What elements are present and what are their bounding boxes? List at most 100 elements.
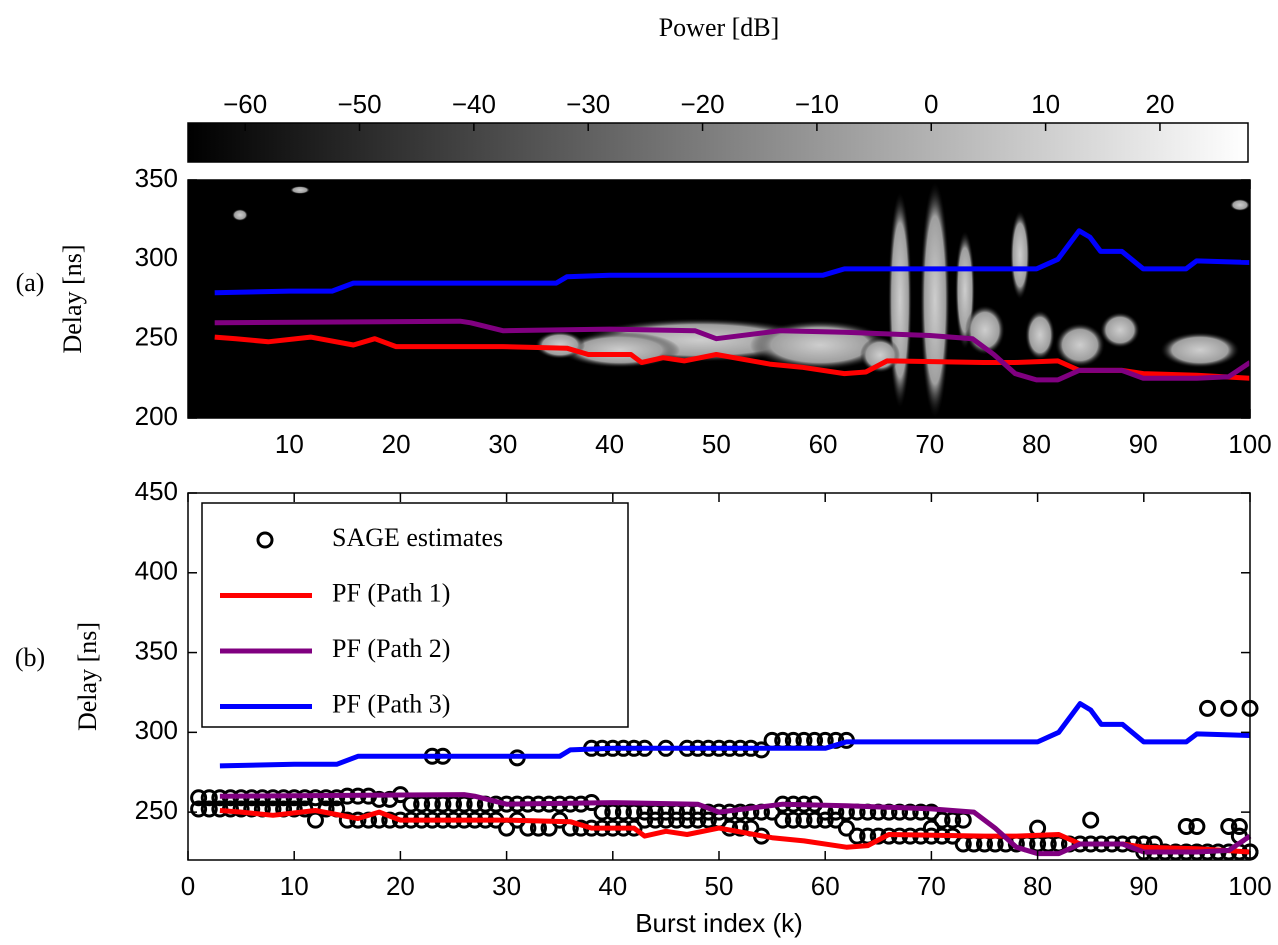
heatmap-blob: [1025, 310, 1055, 360]
data-point: [891, 803, 909, 821]
heatmap-blob: [290, 186, 310, 194]
data-point: [190, 800, 208, 818]
panel-label: (b): [15, 643, 45, 672]
series-layer: [190, 699, 1259, 861]
legend-label: PF (Path 2): [332, 634, 450, 663]
data-point: [699, 811, 717, 829]
x-tick-label: 100: [1228, 429, 1271, 459]
x-tick-label: 30: [488, 429, 517, 459]
data-point: [455, 795, 473, 813]
x-tick-label: 90: [1129, 429, 1158, 459]
colorbar: [187, 122, 1249, 163]
data-point: [306, 811, 324, 829]
data-point: [200, 800, 218, 818]
x-tick-label: 40: [598, 871, 627, 901]
data-point: [806, 811, 824, 829]
heatmap-texture: [232, 180, 1250, 418]
colorbar-tick-label: −40: [452, 89, 496, 119]
x-tick-label: 50: [702, 429, 731, 459]
heatmap-blob: [535, 331, 585, 359]
data-point: [200, 789, 218, 807]
data-line: [219, 701, 1251, 769]
y-tick-label: 300: [135, 715, 178, 745]
x-tick-label: 20: [386, 871, 415, 901]
data-point: [912, 803, 930, 821]
data-line: [214, 318, 1250, 383]
data-point: [827, 811, 845, 829]
data-point: [689, 811, 707, 829]
x-tick-label: 50: [705, 871, 734, 901]
data-point: [1177, 817, 1195, 835]
colorbar-label: Power [dB]: [659, 13, 780, 42]
data-point: [922, 803, 940, 821]
data-point: [636, 811, 654, 829]
heatmap-blob: [1055, 323, 1105, 367]
x-tick-label: 80: [1023, 871, 1052, 901]
legend: SAGE estimates PF (Path 1) PF (Path 2) PF (…: [201, 502, 629, 728]
heatmap-blob: [1230, 199, 1250, 211]
data-point: [646, 811, 664, 829]
data-point: [1199, 699, 1217, 717]
colorbar-tick-label: 20: [1145, 89, 1174, 119]
data-line: [214, 334, 1250, 381]
x-tick-label: 90: [1129, 871, 1158, 901]
data-point: [1220, 817, 1238, 835]
panel: 0 10 20 30 40 50 60 70 80 90 100 250 300 350 400 450 Del…: [15, 476, 1272, 938]
colorbar-tick-label: −10: [795, 89, 839, 119]
x-tick-label: 30: [492, 871, 521, 901]
data-point: [742, 803, 760, 821]
data-point: [285, 800, 303, 818]
y-tick-label: 200: [135, 401, 178, 431]
x-tick-label: 60: [811, 871, 840, 901]
x-tick-label: 70: [917, 871, 946, 901]
x-tick-label: 70: [915, 429, 944, 459]
data-point: [370, 790, 388, 808]
series-layer: [214, 228, 1250, 383]
data-point: [1188, 817, 1206, 835]
x-tick-label: 20: [382, 429, 411, 459]
plot-frame: [187, 179, 1251, 419]
colorbar-tick-label: 10: [1031, 89, 1060, 119]
plot-area: [188, 180, 1250, 418]
data-point: [901, 803, 919, 821]
x-tick-label: 40: [595, 429, 624, 459]
x-tick-label: 100: [1228, 871, 1271, 901]
data-point: [604, 803, 622, 821]
data-point: [1082, 811, 1100, 829]
data-point: [657, 811, 675, 829]
y-tick-label: 250: [135, 795, 178, 825]
data-line: [214, 228, 1250, 296]
heatmap-blob: [888, 190, 912, 410]
data-point: [795, 811, 813, 829]
data-point: [243, 800, 261, 818]
data-point: [774, 811, 792, 829]
colorbar-tick-label: −60: [223, 89, 267, 119]
colorbar-tick-label: −50: [337, 89, 381, 119]
heatmap-blob: [860, 337, 900, 373]
heatmap-blob: [920, 180, 950, 418]
y-axis-label: Delay [ns]: [73, 622, 102, 731]
colorbar-tick-label: 0: [924, 89, 938, 119]
data-point: [349, 811, 367, 829]
data-point: [837, 819, 855, 837]
y-tick-label: 400: [135, 556, 178, 586]
data-point: [232, 800, 250, 818]
y-axis-label: Delay [ns]: [58, 244, 87, 353]
data-point: [784, 811, 802, 829]
x-tick-label: 10: [275, 429, 304, 459]
data-point: [1230, 817, 1248, 835]
colorbar-tick-label: −20: [681, 89, 725, 119]
x-tick-label: 10: [280, 871, 309, 901]
x-tick-label: 0: [181, 871, 195, 901]
y-tick-label: 350: [135, 635, 178, 665]
y-tick-label: 450: [135, 476, 178, 506]
y-tick-label: 250: [135, 322, 178, 352]
x-tick-label: 80: [1022, 429, 1051, 459]
legend-label: SAGE estimates: [332, 523, 503, 552]
legend-label: PF (Path 3): [332, 689, 450, 718]
data-point: [816, 811, 834, 829]
data-point: [190, 789, 208, 807]
data-point: [731, 819, 749, 837]
data-point: [668, 811, 686, 829]
